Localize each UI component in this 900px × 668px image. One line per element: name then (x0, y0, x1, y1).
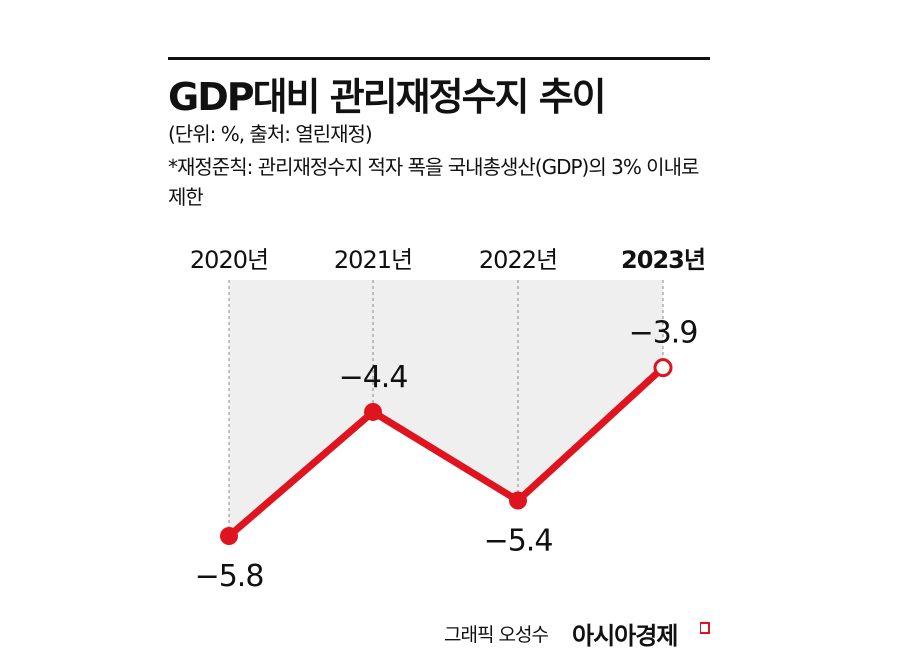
shaded-area (229, 280, 663, 536)
data-label-1: −4.4 (339, 360, 408, 395)
series-line (226, 365, 666, 539)
unit-source: (단위: %, 출처: 열린재정) (168, 122, 373, 146)
x-tick-label-3: 2023년 (621, 246, 705, 274)
brand-mark-icon (700, 622, 710, 634)
chart-title: GDP대비 관리재정수지 추이 (168, 75, 607, 119)
brand-logo: 아시아경제 (572, 622, 678, 650)
top-rule (168, 57, 710, 60)
data-point-2 (509, 491, 527, 510)
data-point-0 (220, 527, 238, 545)
x-tick-label-1: 2021년 (334, 246, 412, 274)
data-point-3 (653, 358, 673, 378)
data-label-0: −5.8 (195, 559, 264, 594)
data-point-1 (364, 402, 382, 421)
fiscal-rule-note: *재정준칙: 관리재정수지 적자 폭을 국내총생산(GDP)의 3% 이내로 제… (168, 155, 699, 209)
graphic-credit: 그래픽 오성수 (444, 624, 549, 646)
data-label-2: −5.4 (484, 524, 553, 559)
x-tick-label-0: 2020년 (190, 246, 268, 274)
x-tick-label-2: 2022년 (479, 246, 557, 274)
data-label-3: −3.9 (629, 316, 698, 351)
